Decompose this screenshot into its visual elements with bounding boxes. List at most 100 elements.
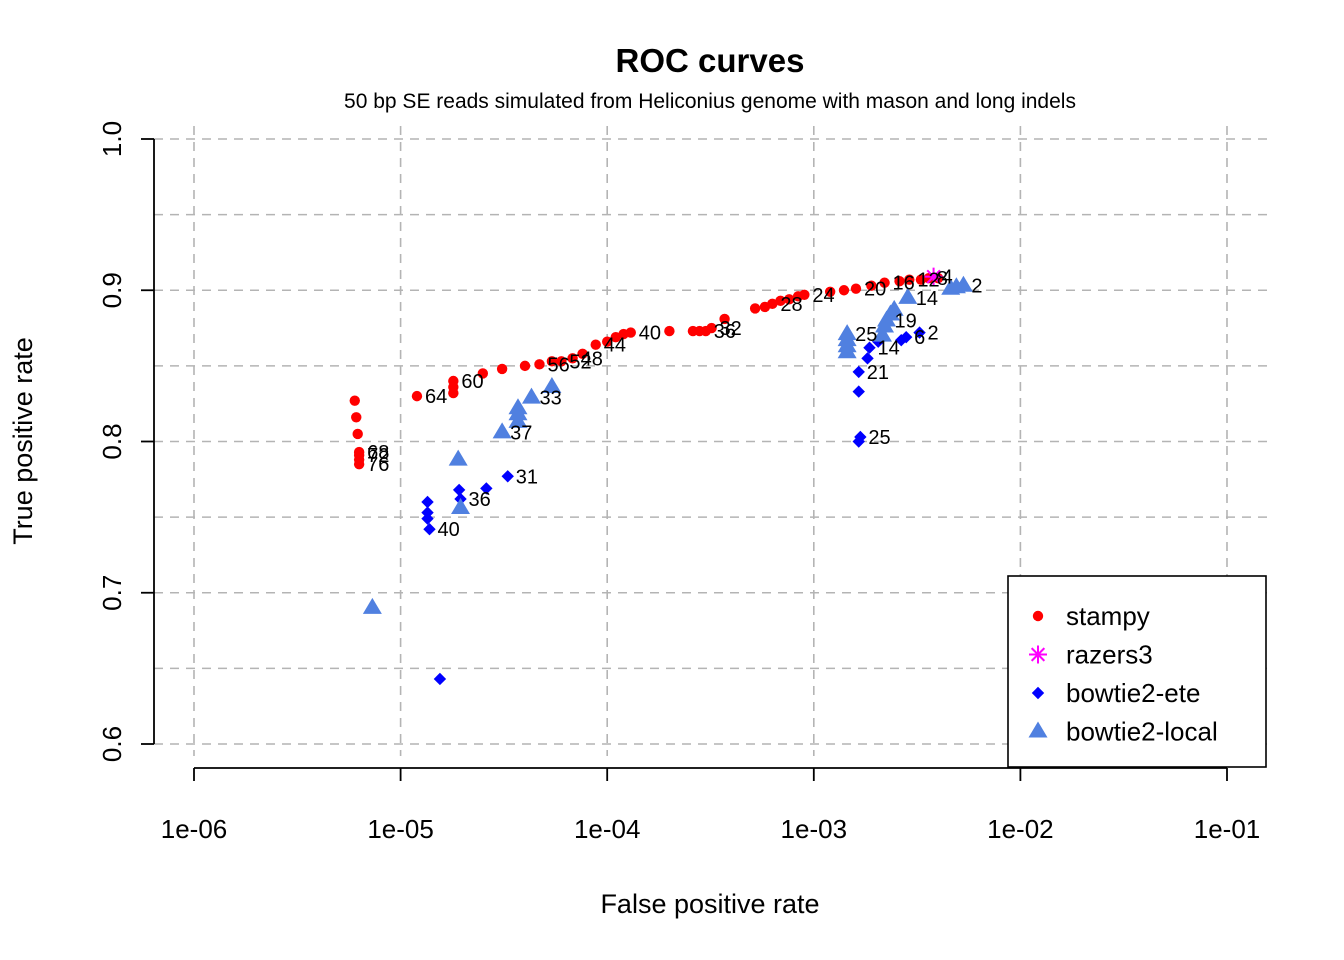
stampy-point	[625, 327, 636, 338]
stampy-point-label: 12	[917, 270, 939, 292]
bowtie2-local-point	[492, 422, 512, 439]
bowtie2-ete-point-label: 14	[877, 338, 899, 360]
stampy-point	[850, 283, 862, 294]
legend-marker-razers3	[1029, 645, 1047, 664]
x-tick-label: 1e-05	[367, 814, 434, 844]
x-axis-label: False positive rate	[600, 889, 819, 919]
bowtie2-local-point	[872, 325, 892, 342]
y-tick-label: 0.6	[97, 726, 127, 762]
stampy-point	[719, 313, 730, 325]
stampy-point	[353, 458, 365, 470]
stampy-point	[448, 387, 459, 399]
stampy-point-label: 8	[937, 268, 948, 290]
x-tick-label: 1e-02	[987, 814, 1054, 844]
legend-marker-bowtie2-ete	[1031, 686, 1045, 700]
bowtie2-ete-point	[423, 523, 436, 536]
stampy-point-label: 48	[581, 348, 603, 370]
stampy-point	[838, 285, 850, 296]
bowtie2-ete-point	[852, 365, 865, 379]
points-layer	[349, 267, 973, 686]
stampy-point	[351, 412, 362, 423]
bowtie2-ete-point-label: 36	[469, 489, 491, 511]
stampy-point	[783, 294, 795, 305]
stampy-point	[879, 277, 890, 288]
bowtie2-ete-point-label: 6	[914, 327, 925, 349]
bowtie2-ete-point	[501, 470, 514, 483]
stampy-point-label: 60	[461, 371, 483, 393]
stampy-point-label: 72	[367, 445, 389, 467]
y-tick-label: 0.9	[97, 272, 127, 308]
stampy-point	[706, 322, 717, 334]
bowtie2-ete-point	[895, 333, 908, 347]
bowtie2-ete-point	[861, 352, 874, 365]
stampy-point	[775, 295, 786, 307]
stampy-point	[534, 359, 545, 370]
stampy-point-label: 56	[547, 354, 569, 376]
bowtie2-ete-point	[852, 385, 865, 398]
stampy-point	[556, 356, 567, 367]
stampy-point-label: 76	[367, 454, 389, 476]
y-tick-label: 1.0	[97, 121, 127, 157]
stampy-point	[894, 275, 905, 287]
bowtie2-local-point-label: 25	[855, 324, 877, 346]
stampy-point-label: 24	[812, 285, 834, 307]
bowtie2-ete-point	[452, 483, 466, 497]
bowtie2-ete-point	[433, 672, 447, 686]
y-tick-label: 0.7	[97, 575, 127, 611]
bowtie2-local-point	[884, 299, 904, 316]
bowtie2-local-point-label: 14	[916, 288, 938, 310]
bowtie2-local-point-label: 33	[539, 388, 561, 410]
stampy-point	[866, 280, 877, 291]
bowtie2-local-point-label: 37	[510, 422, 532, 444]
axes-layer: 0.6 0.7 0.8 0.9 1.0 1e-06 1e-05 1e-04 1e-03 1e-02…	[97, 121, 1260, 844]
stampy-point-label: 36	[714, 321, 736, 343]
bowtie2-ete-point	[480, 482, 493, 495]
razers3-point-label: 4	[942, 267, 953, 289]
stampy-point	[411, 390, 423, 402]
stampy-point	[824, 286, 836, 297]
stampy-point-label: 40	[639, 323, 661, 345]
legend-marker-bowtie2-local	[1028, 721, 1048, 738]
y-axis-label: True positive rate	[8, 337, 38, 545]
legend-label-bowtie2-ete: bowtie2-ete	[1066, 678, 1200, 708]
bowtie2-ete-point	[421, 512, 434, 525]
bowtie2-local-point	[451, 498, 471, 515]
stampy-point-label: 28	[780, 294, 802, 316]
stampy-point	[567, 353, 578, 364]
stampy-point	[349, 395, 360, 406]
bowtie2-local-point-label: 19	[895, 311, 917, 333]
legend-label-stampy: stampy	[1066, 601, 1150, 631]
bowtie2-local-point-label: 2	[971, 276, 982, 298]
bowtie2-ete-point	[421, 495, 434, 509]
x-tick-label: 1e-04	[574, 814, 641, 844]
bowtie2-ete-point-label: 21	[867, 362, 889, 384]
legend-label-razers3: razers3	[1066, 640, 1153, 670]
stampy-point	[904, 274, 915, 285]
stampy-point-label: 32	[720, 318, 742, 340]
stampy-point	[664, 325, 675, 337]
bowtie2-local-point	[521, 387, 541, 404]
legend-box	[1007, 575, 1267, 768]
y-tick-label: 0.8	[97, 423, 127, 459]
stampy-point	[767, 298, 778, 310]
stampy-point-label: 68	[367, 442, 389, 464]
stampy-point	[590, 339, 601, 350]
stampy-point-label: 16	[893, 273, 915, 295]
stampy-point	[496, 363, 508, 375]
legend: stampy razers3 bowtie2-ete bowtie2-local	[1007, 575, 1267, 768]
bowtie2-ete-point	[854, 430, 867, 444]
legend-label-bowtie2-local: bowtie2-local	[1066, 717, 1218, 747]
legend-marker-stampy	[1032, 610, 1044, 622]
stampy-point-label: 20	[864, 279, 886, 301]
stampy-point-label: 64	[425, 386, 447, 408]
stampy-point	[577, 348, 588, 359]
stampy-point	[749, 303, 761, 314]
bowtie2-ete-point-label: 2	[928, 323, 939, 345]
stampy-point	[546, 356, 558, 367]
stampy-point	[602, 336, 613, 347]
stampy-point-label: 52	[569, 351, 591, 373]
razers3-point	[924, 267, 943, 286]
